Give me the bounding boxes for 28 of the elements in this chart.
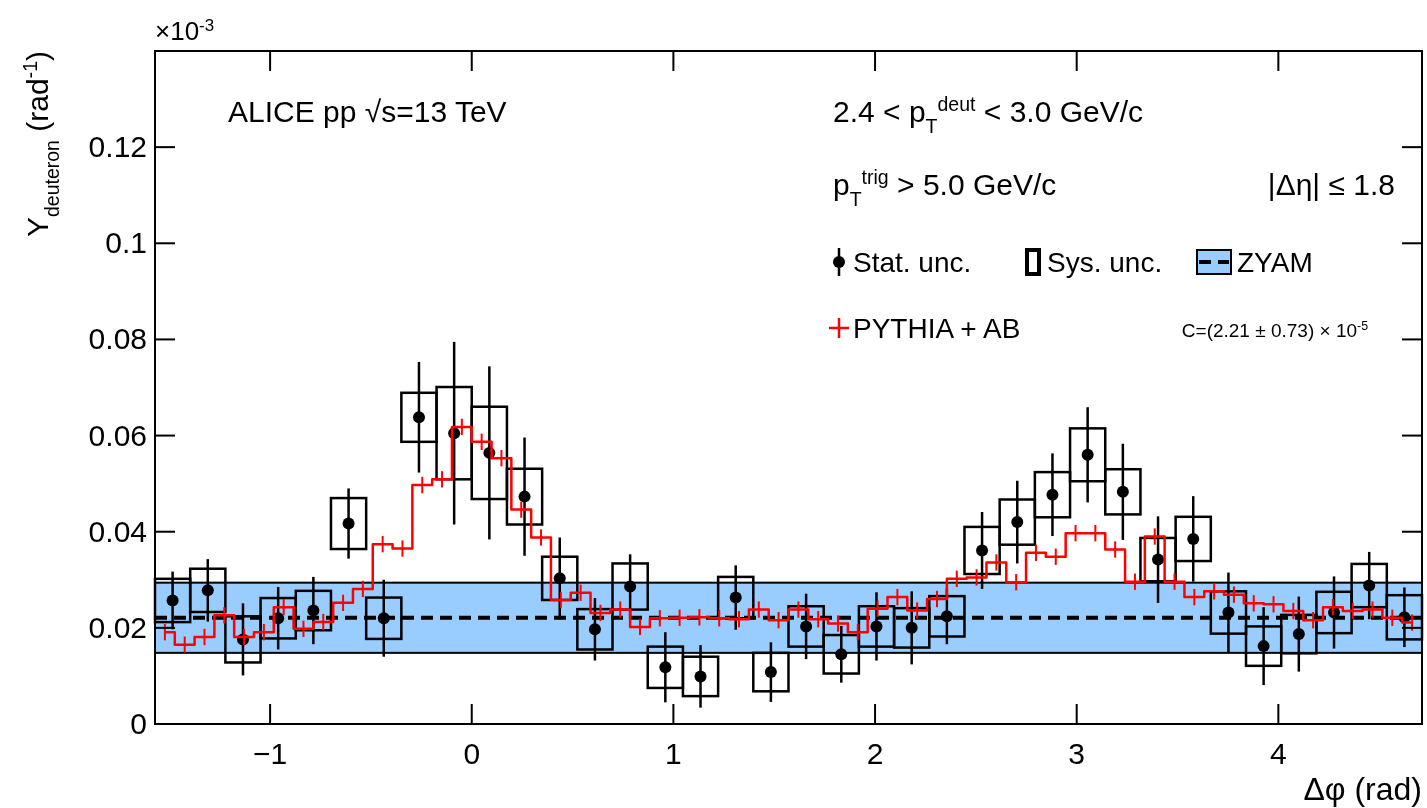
point [412,411,425,424]
x-tick-label: 4 [1270,737,1287,770]
point [518,490,531,503]
x-tick-label: 2 [866,737,884,770]
annotation: 2.4 < p$_{T}$$^{deut}$ < 3.0 GeV/c [833,93,1144,137]
annotation: ALICE pp √s=13 TeV [228,95,507,128]
y-tick-label: 0.12 [88,130,147,164]
y-tick-label: 0 [130,707,147,740]
y-tick-label: 0.02 [88,610,147,644]
annotation: |Δη| ≤ 1.8 [1267,168,1395,201]
x-tick-label: 0 [463,737,481,770]
y-tick-label: 0.1 [105,226,147,260]
legend-label: Sys. unc. [1047,247,1163,278]
text: ×10$^{-3}$ [155,15,215,46]
annotation: p$_{T}$$^{trig}$ > 5.0 GeV/c [833,166,1057,210]
y-tick-label: 0.06 [88,418,147,452]
x-axis-title: Δφ (rad) [1303,771,1422,807]
legend-label: Stat. unc. [853,247,972,278]
annotation: C=(2.21 ± 0.73) × 10$^{-5}$ [1181,319,1369,341]
legend-label: PYTHIA + AB [853,313,1021,344]
x-tick-label: 1 [665,737,682,770]
y-tick-label: 0.08 [88,322,147,356]
point [1081,448,1094,461]
point [342,517,355,530]
y-tick-label: 0.04 [88,514,147,548]
legend-label: ZYAM [1237,247,1313,278]
x-tick-label: −1 [252,737,288,770]
x-tick-label: 3 [1068,737,1086,770]
